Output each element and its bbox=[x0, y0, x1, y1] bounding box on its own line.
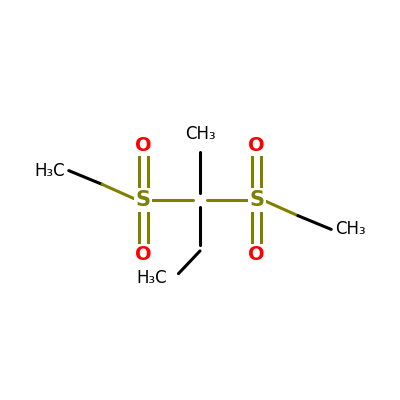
Text: O: O bbox=[135, 136, 152, 155]
Text: O: O bbox=[135, 245, 152, 264]
Text: O: O bbox=[248, 245, 265, 264]
Text: CH₃: CH₃ bbox=[185, 125, 215, 143]
Text: S: S bbox=[249, 190, 264, 210]
Text: S: S bbox=[136, 190, 151, 210]
Text: O: O bbox=[248, 136, 265, 155]
Text: H₃C: H₃C bbox=[136, 269, 167, 287]
Text: H₃C: H₃C bbox=[34, 162, 65, 180]
Text: CH₃: CH₃ bbox=[335, 220, 366, 238]
